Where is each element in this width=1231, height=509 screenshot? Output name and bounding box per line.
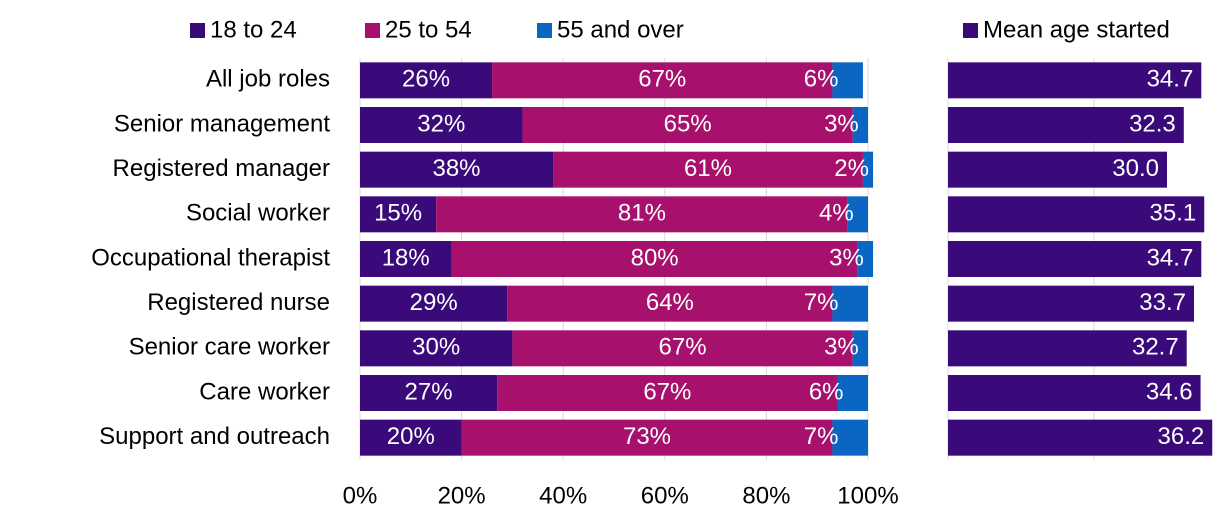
category-label: Registered manager xyxy=(113,155,330,182)
category-label: Senior care worker xyxy=(129,334,330,361)
data-label: 30% xyxy=(412,334,460,361)
data-label: 20% xyxy=(387,423,435,450)
data-label: 65% xyxy=(664,110,712,137)
bar-segment xyxy=(507,285,833,322)
bar-segment xyxy=(360,330,513,367)
legend-swatch xyxy=(537,23,552,38)
bar xyxy=(948,285,1195,322)
legend-label: 18 to 24 xyxy=(210,16,297,43)
data-label: 67% xyxy=(659,334,707,361)
bar-segment xyxy=(522,107,853,143)
data-label: 29% xyxy=(410,289,458,316)
data-label: 18% xyxy=(382,244,430,271)
data-label: 2% xyxy=(834,155,869,182)
category-label: Registered nurse xyxy=(147,289,330,316)
data-label: 32.7 xyxy=(1132,334,1179,361)
legend-swatch xyxy=(963,23,978,38)
bar xyxy=(948,107,1184,143)
bar-segment xyxy=(436,196,848,233)
category-label: Care worker xyxy=(199,378,330,405)
bar-segment xyxy=(862,151,874,188)
data-label: 32.3 xyxy=(1129,110,1176,137)
bar xyxy=(948,419,1213,456)
bar-segment xyxy=(360,196,437,233)
data-label: 34.7 xyxy=(1147,66,1194,93)
data-label: 7% xyxy=(804,289,839,316)
x-tick-label: 60% xyxy=(641,482,689,509)
legend-label: 25 to 54 xyxy=(385,16,472,43)
x-tick-label: 100% xyxy=(837,482,898,509)
bar-segment xyxy=(451,241,858,277)
data-label: 3% xyxy=(824,110,859,137)
bar-segment xyxy=(360,241,452,277)
bar-segment xyxy=(360,107,523,143)
bar-segment xyxy=(832,285,868,322)
data-label: 38% xyxy=(432,155,480,182)
data-label: 30.0 xyxy=(1112,155,1159,182)
bar-segment xyxy=(852,107,868,143)
category-label: Occupational therapist xyxy=(91,244,330,271)
bar-segment xyxy=(360,419,462,456)
data-label: 32% xyxy=(417,110,465,137)
bar-segment xyxy=(360,151,554,188)
data-label: 3% xyxy=(829,244,864,271)
data-label: 35.1 xyxy=(1150,200,1197,227)
bar-segment xyxy=(461,419,833,456)
bar xyxy=(948,241,1202,277)
x-tick-label: 80% xyxy=(742,482,790,509)
data-label: 34.6 xyxy=(1146,378,1193,405)
data-label: 7% xyxy=(804,423,839,450)
category-label: All job roles xyxy=(206,66,330,93)
bar-segment xyxy=(360,375,498,411)
category-label: Support and outreach xyxy=(99,423,330,450)
bar xyxy=(948,62,1202,99)
bar-segment xyxy=(852,330,868,367)
data-label: 67% xyxy=(638,66,686,93)
bar xyxy=(948,330,1187,367)
legend-swatch xyxy=(365,23,380,38)
bar xyxy=(948,196,1205,233)
data-label: 26% xyxy=(402,66,450,93)
data-label: 3% xyxy=(824,334,859,361)
legend-label: Mean age started xyxy=(983,16,1170,43)
bar-segment xyxy=(832,419,868,456)
data-label: 4% xyxy=(819,200,854,227)
category-label: Senior management xyxy=(114,110,330,137)
bar-segment xyxy=(360,62,493,99)
bar-segment xyxy=(512,330,853,367)
data-label: 6% xyxy=(804,66,839,93)
bar-segment xyxy=(553,151,863,188)
bar-segment xyxy=(832,62,863,99)
data-label: 81% xyxy=(618,200,666,227)
data-label: 6% xyxy=(809,378,844,405)
bar xyxy=(948,151,1167,188)
data-label: 33.7 xyxy=(1139,289,1186,316)
data-label: 27% xyxy=(405,378,453,405)
data-label: 15% xyxy=(374,200,422,227)
data-label: 67% xyxy=(643,378,691,405)
bar-segment xyxy=(360,285,508,322)
bar-segment xyxy=(837,375,868,411)
x-tick-label: 20% xyxy=(438,482,486,509)
data-label: 36.2 xyxy=(1158,423,1205,450)
data-label: 64% xyxy=(646,289,694,316)
category-label: Social worker xyxy=(186,200,330,227)
x-tick-label: 0% xyxy=(343,482,378,509)
bar-segment xyxy=(492,62,833,99)
bar-segment xyxy=(857,241,874,277)
bar xyxy=(948,375,1201,411)
bar-segment xyxy=(847,196,868,233)
bar-segment xyxy=(497,375,838,411)
data-label: 34.7 xyxy=(1147,244,1194,271)
legend-label: 55 and over xyxy=(557,16,684,43)
x-tick-label: 40% xyxy=(539,482,587,509)
data-label: 61% xyxy=(684,155,732,182)
data-label: 73% xyxy=(623,423,671,450)
legend-swatch xyxy=(190,23,205,38)
data-label: 80% xyxy=(631,244,679,271)
